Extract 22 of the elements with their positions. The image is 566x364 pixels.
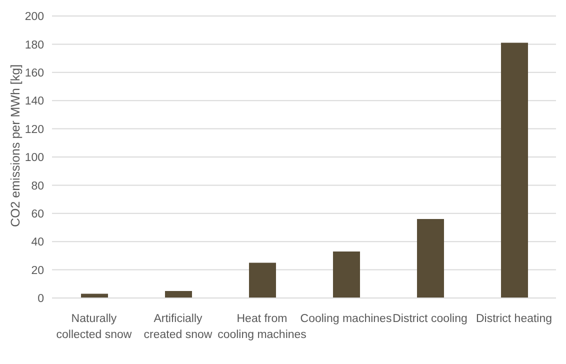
bar bbox=[249, 262, 276, 298]
bar bbox=[501, 42, 528, 298]
x-tick-label: Cooling machines bbox=[300, 313, 392, 325]
bar bbox=[165, 290, 192, 298]
y-tick-label: 140 bbox=[24, 96, 44, 108]
y-tick-label: 200 bbox=[24, 11, 44, 24]
y-tick-label: 20 bbox=[31, 264, 44, 277]
x-tick-label: Naturally collected snow bbox=[56, 313, 132, 341]
y-tick-label: 180 bbox=[24, 39, 44, 52]
x-tick-label: Artificially created snow bbox=[144, 313, 213, 341]
bar bbox=[417, 219, 444, 298]
y-axis-title: CO2 emissions per MWh [kg] bbox=[8, 64, 22, 227]
y-tick-label: 100 bbox=[24, 152, 44, 164]
y-tick-label: 40 bbox=[31, 236, 44, 249]
y-tick-label: 80 bbox=[31, 180, 44, 192]
y-tick-label: 160 bbox=[24, 67, 44, 80]
y-tick-label: 0 bbox=[38, 293, 44, 306]
x-tick-label: District cooling bbox=[392, 313, 468, 325]
y-tick-label: 60 bbox=[31, 208, 44, 220]
bar bbox=[333, 251, 360, 298]
x-tick-label: District heating bbox=[476, 313, 552, 325]
y-tick-label: 120 bbox=[24, 124, 44, 136]
